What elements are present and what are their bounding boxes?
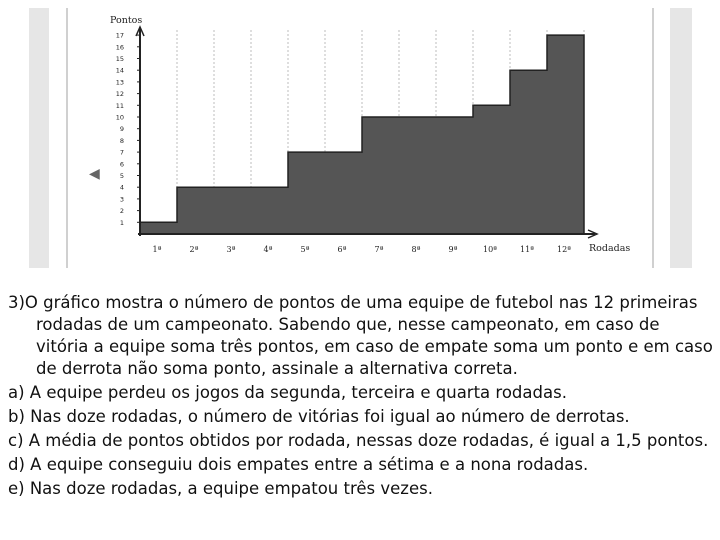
y-tick-label: 3: [120, 195, 124, 203]
y-tick-label: 14: [116, 67, 124, 75]
y-tick-label: 5: [120, 172, 124, 180]
y-tick-label: 11: [116, 102, 124, 110]
y-axis-arrow-icon: [135, 25, 145, 37]
y-tick-label: 4: [120, 184, 124, 192]
left-arrow-icon: ◀: [89, 166, 100, 182]
y-tick-label: 15: [116, 55, 124, 63]
right-margin-bar: [670, 8, 692, 268]
x-tick-label: 6ª: [338, 245, 347, 254]
y-tick-label: 1: [120, 219, 124, 227]
y-tick-label: 9: [120, 125, 124, 133]
x-axis-label: Rodadas: [589, 243, 630, 254]
option-b: b) Nas doze rodadas, o número de vitória…: [8, 407, 630, 426]
points-area: [139, 34, 585, 235]
right-edge-line: [652, 8, 654, 268]
y-tick-label: 12: [116, 90, 124, 98]
y-tick-label: 2: [120, 207, 124, 215]
x-tick-label: 2ª: [190, 245, 199, 254]
x-tick-label: 3ª: [227, 245, 236, 254]
x-tick-label: 4ª: [264, 245, 273, 254]
y-tick-label: 10: [116, 114, 124, 122]
question-block: 3)O gráfico mostra o número de pontos de…: [8, 292, 713, 502]
x-tick-label: 7ª: [375, 245, 384, 254]
left-margin-bar: [29, 8, 49, 268]
x-tick-label: 5ª: [301, 245, 310, 254]
x-tick-label: 12ª: [557, 245, 571, 254]
y-tick-label: 6: [120, 160, 124, 168]
y-tick-label: 13: [116, 78, 124, 86]
y-tick-label: 17: [116, 32, 124, 40]
left-edge-line: [66, 8, 68, 268]
x-tick-label: 10ª: [483, 245, 497, 254]
option-d: d) A equipe conseguiu dois empates entre…: [8, 455, 589, 474]
y-axis-label: Pontos: [110, 15, 142, 26]
x-tick-label: 1ª: [153, 245, 162, 254]
x-tick-label: 11ª: [520, 245, 534, 254]
x-tick-label: 9ª: [449, 245, 458, 254]
x-tick-label: 8ª: [412, 245, 421, 254]
y-tick-label: 8: [120, 137, 124, 145]
x-axis-arrow-icon: [587, 229, 599, 239]
option-c: c) A média de pontos obtidos por rodada,…: [8, 431, 709, 450]
option-a: a) A equipe perdeu os jogos da segunda, …: [8, 383, 567, 402]
question-stem: 3)O gráfico mostra o número de pontos de…: [8, 293, 713, 378]
option-e: e) Nas doze rodadas, a equipe empatou tr…: [8, 479, 433, 498]
chart-figure: ◀ 1 2 3 4 5 6 7 8 9 10 11 12 13 14 15 16 17 1ª 2ª 3ª 4ª 5ª 6ª 7…: [29, 8, 692, 268]
y-tick-label: 7: [120, 149, 124, 157]
y-tick-label: 16: [116, 43, 124, 51]
